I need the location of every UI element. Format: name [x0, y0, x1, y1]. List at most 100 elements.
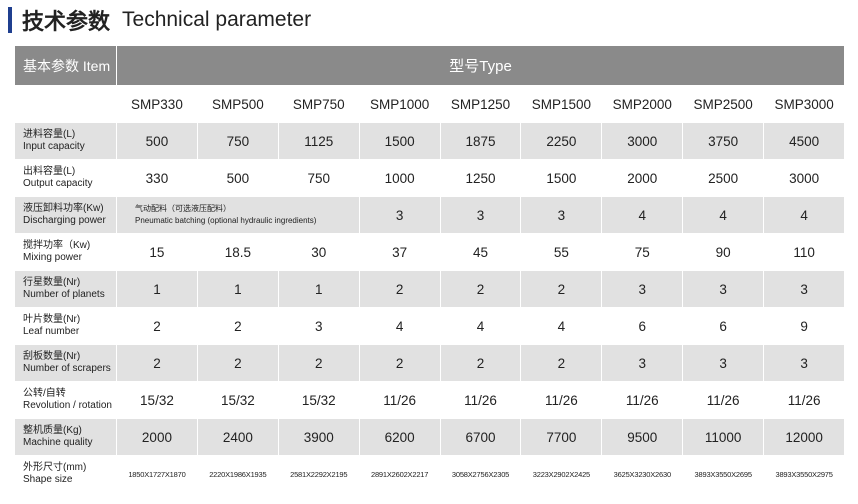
table-row: 外形尺寸(mm) Shape size 1850X1727X1870 2220X…	[14, 455, 846, 493]
table-cell: 11/26	[682, 381, 765, 419]
table-cell: 3000	[763, 159, 846, 197]
table-cell: 3	[277, 307, 360, 345]
table-row: 行星数量(Nr) Number of planets 1 1 1 2 2 2 3…	[14, 270, 846, 308]
title-chinese: 技术参数	[22, 9, 111, 34]
model-name: SMP750	[277, 85, 360, 123]
row-label-cn: 刮板数量(Nr)	[23, 351, 81, 362]
table-cell: 3893X3550X2695	[682, 455, 765, 493]
table-cell: 2220X1986X1935	[196, 455, 279, 493]
table-cell: 2	[439, 344, 522, 382]
row-label: 进料容量(L) Input capacity	[14, 122, 117, 160]
row-label: 出料容量(L) Output capacity	[14, 159, 117, 197]
table-cell: 11000	[682, 418, 765, 456]
table-cell: 15/32	[196, 381, 279, 419]
table-cell: 3	[682, 270, 765, 308]
row-label-en: Mixing power	[23, 252, 82, 263]
table-cell: 1850X1727X1870	[116, 455, 198, 493]
table-cell: 90	[682, 233, 765, 271]
page-title: 技术参数 Technical parameter	[8, 6, 311, 34]
table-cell: 3	[601, 344, 684, 382]
row-label-cn: 外形尺寸(mm)	[23, 462, 87, 473]
row-label-cn: 整机质量(Kg)	[23, 425, 82, 436]
table-cell: 1500	[520, 159, 603, 197]
row-label-en: Shape size	[23, 474, 73, 485]
table-cell: 11/26	[601, 381, 684, 419]
table-cell: 3000	[601, 122, 684, 160]
table-cell: 2	[520, 270, 603, 308]
table-cell: 9500	[601, 418, 684, 456]
table-cell: 55	[520, 233, 603, 271]
table-cell: 2	[116, 307, 198, 345]
table-cell: 4	[682, 196, 765, 234]
table-cell: 6	[601, 307, 684, 345]
table-row: 液压卸料功率(Kw) Discharging power 气动配料（可选液压配料…	[14, 196, 846, 234]
table-cell: 1875	[439, 122, 522, 160]
table-cell: 1	[277, 270, 360, 308]
table-cell: 2	[439, 270, 522, 308]
table-row: 整机质量(Kg) Machine quality 2000 2400 3900 …	[14, 418, 846, 456]
row-label-en: Number of planets	[23, 289, 105, 300]
table-row: 刮板数量(Nr) Number of scrapers 2 2 2 2 2 2 …	[14, 344, 846, 382]
row-label-en: Leaf number	[23, 326, 80, 337]
model-name: SMP500	[196, 85, 279, 123]
table-cell: 3	[601, 270, 684, 308]
technical-parameter-table: 基本参数 Item 型号Type SMP330 SMP500 SMP750 SM…	[14, 45, 846, 493]
model-name: SMP1000	[358, 85, 441, 123]
model-name: SMP1250	[439, 85, 522, 123]
row-label-en: Revolution / rotation	[23, 400, 112, 411]
table-cell: 75	[601, 233, 684, 271]
table-row: 叶片数量(Nr) Leaf number 2 2 3 4 4 4 6 6 9	[14, 307, 846, 345]
table-cell: 11/26	[520, 381, 603, 419]
table-cell: 1	[196, 270, 279, 308]
row-label: 刮板数量(Nr) Number of scrapers	[14, 344, 117, 382]
table-cell: 3	[763, 270, 846, 308]
table-cell: 2	[116, 344, 198, 382]
table-cell: 11/26	[763, 381, 846, 419]
table-header-row: 基本参数 Item 型号Type	[14, 45, 846, 86]
batching-note: 气动配料（可选液压配料） Pneumatic batching (optiona…	[116, 196, 360, 234]
model-name: SMP2000	[601, 85, 684, 123]
table-cell: 6200	[358, 418, 441, 456]
table-cell: 500	[196, 159, 279, 197]
title-english: Technical parameter	[122, 8, 312, 31]
table-cell: 2500	[682, 159, 765, 197]
table-cell: 110	[763, 233, 846, 271]
table-cell: 3	[520, 196, 603, 234]
row-label: 外形尺寸(mm) Shape size	[14, 455, 117, 493]
table-cell: 11/26	[358, 381, 441, 419]
table-cell: 500	[116, 122, 198, 160]
row-label-cn: 搅拌功率（Kw)	[23, 240, 91, 251]
table-cell: 3900	[277, 418, 360, 456]
row-label-en: Number of scrapers	[23, 363, 111, 374]
table-cell: 45	[439, 233, 522, 271]
table-cell: 2	[358, 344, 441, 382]
table-cell: 30	[277, 233, 360, 271]
table-cell: 1250	[439, 159, 522, 197]
table-cell: 330	[116, 159, 198, 197]
row-label: 行星数量(Nr) Number of planets	[14, 270, 117, 308]
table-cell: 4	[601, 196, 684, 234]
model-row-blank	[14, 85, 117, 123]
table-cell: 750	[196, 122, 279, 160]
table-cell: 15/32	[116, 381, 198, 419]
table-cell: 4	[520, 307, 603, 345]
table-cell: 1500	[358, 122, 441, 160]
model-name: SMP1500	[520, 85, 603, 123]
model-name: SMP330	[116, 85, 198, 123]
table-cell: 4500	[763, 122, 846, 160]
table-cell: 2581X2292X2195	[277, 455, 360, 493]
table-cell: 6	[682, 307, 765, 345]
table-cell: 3	[682, 344, 765, 382]
table-cell: 15	[116, 233, 198, 271]
table-cell: 3	[358, 196, 441, 234]
row-label-cn: 液压卸料功率(Kw)	[23, 203, 104, 214]
table-cell: 4	[439, 307, 522, 345]
row-label-cn: 出料容量(L)	[23, 166, 76, 177]
table-cell: 2000	[116, 418, 198, 456]
table-row: 进料容量(L) Input capacity 500 750 1125 1500…	[14, 122, 846, 160]
table-row: 公转/自转 Revolution / rotation 15/32 15/32 …	[14, 381, 846, 419]
table-cell: 3223X2902X2425	[520, 455, 603, 493]
table-cell: 6700	[439, 418, 522, 456]
row-label: 公转/自转 Revolution / rotation	[14, 381, 117, 419]
table-cell: 1	[116, 270, 198, 308]
